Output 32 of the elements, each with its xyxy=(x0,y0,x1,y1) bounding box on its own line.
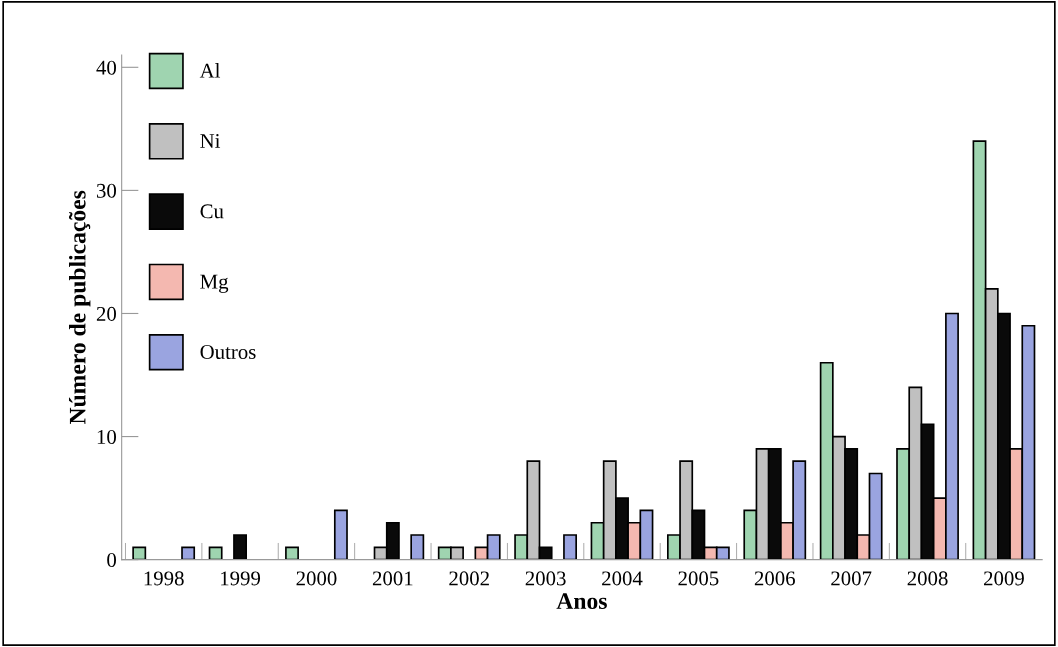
legend-label: Ni xyxy=(200,134,221,148)
x-axis-title: Anos xyxy=(556,593,607,610)
legend-label: Cu xyxy=(200,204,224,219)
x-tick-label: 2000 xyxy=(296,571,337,586)
bar xyxy=(132,546,147,560)
bar xyxy=(181,546,196,560)
bar xyxy=(233,534,248,560)
y-axis-title: Número de publicações xyxy=(68,190,91,425)
y-tick-label: 10 xyxy=(97,429,117,444)
y-tick-label: 20 xyxy=(96,306,117,321)
bar xyxy=(563,534,578,560)
bar xyxy=(410,534,425,560)
x-tick-label: 2001 xyxy=(372,571,413,586)
x-tick-label: 2009 xyxy=(984,571,1024,586)
x-tick-label: 2006 xyxy=(754,571,795,586)
x-tick-label: 1999 xyxy=(221,571,261,586)
legend-label: Outros xyxy=(200,344,256,359)
y-tick-label: 30 xyxy=(96,183,117,198)
legend-label: Mg xyxy=(200,274,229,293)
y-tick-label: 0 xyxy=(107,553,117,568)
x-tick-label: 2003 xyxy=(525,571,566,586)
x-tick-label: 2002 xyxy=(449,571,489,586)
x-tick-label: 2007 xyxy=(831,571,872,586)
x-tick-label: 2005 xyxy=(678,571,719,586)
bar xyxy=(285,546,299,560)
bar xyxy=(333,509,348,560)
x-tick-label: 2008 xyxy=(907,571,948,586)
legend-label: Al xyxy=(199,63,221,78)
x-tick-label: 1998 xyxy=(144,571,184,586)
x-tick-label: 2004 xyxy=(602,571,643,586)
y-tick-label: 40 xyxy=(96,60,117,75)
bar xyxy=(208,546,223,560)
